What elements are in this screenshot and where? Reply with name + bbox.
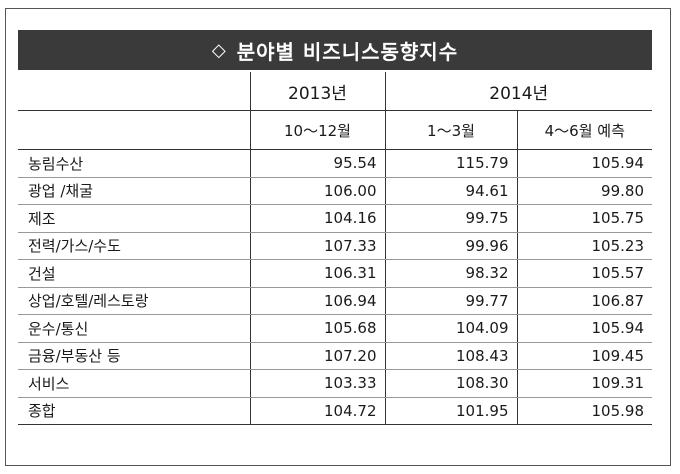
period-jan-mar-header: 1～3월 — [384, 110, 517, 150]
sector-name-cell: 운수/통신 — [18, 314, 250, 343]
hollow-diamond-icon: ◇ — [211, 39, 227, 61]
table-row: 서비스 103.33 108.30 109.31 — [18, 369, 652, 398]
value-2013-oct-dec-cell: 104.16 — [249, 204, 385, 233]
value-2014-jan-mar-cell: 98.32 — [384, 259, 517, 288]
sector-name-cell: 상업/호텔/레스토랑 — [18, 287, 250, 315]
table-row: 제조 104.16 99.75 105.75 — [18, 204, 652, 233]
header-corner-2 — [18, 110, 250, 150]
value-2013-oct-dec-cell: 106.31 — [249, 259, 385, 288]
year-2014-header: 2014년 — [384, 72, 652, 111]
table-title-bar: ◇ 분야별 비즈니스동향지수 — [18, 30, 652, 70]
value-2014-apr-jun-forecast-cell: 109.45 — [516, 342, 652, 370]
value-2014-apr-jun-forecast-cell: 105.75 — [516, 204, 652, 233]
value-2014-apr-jun-forecast-cell: 99.80 — [516, 177, 652, 205]
value-2014-jan-mar-cell: 99.77 — [384, 287, 517, 315]
table-row: 농림수산 95.54 115.79 105.94 — [18, 149, 652, 178]
value-2014-apr-jun-forecast-cell: 105.94 — [516, 314, 652, 343]
value-2014-jan-mar-cell: 101.95 — [384, 397, 517, 425]
sector-name-cell: 금융/부동산 등 — [18, 342, 250, 370]
table-row: 상업/호텔/레스토랑 106.94 99.77 106.87 — [18, 287, 652, 315]
value-2013-oct-dec-cell: 106.00 — [249, 177, 385, 205]
value-2014-jan-mar-cell: 94.61 — [384, 177, 517, 205]
value-2013-oct-dec-cell: 104.72 — [249, 397, 385, 425]
sector-name-cell: 건설 — [18, 259, 250, 288]
value-2014-jan-mar-cell: 108.30 — [384, 369, 517, 398]
value-2014-apr-jun-forecast-cell: 105.23 — [516, 232, 652, 260]
value-2014-apr-jun-forecast-cell: 105.98 — [516, 397, 652, 425]
sector-name-cell: 광업 /채굴 — [18, 177, 250, 205]
table-row: 운수/통신 105.68 104.09 105.94 — [18, 314, 652, 343]
table-row: 광업 /채굴 106.00 94.61 99.80 — [18, 177, 652, 205]
business-index-table: 2013년 2014년 10～12월 1～3월 4～6월 예측 농림수산 95.5… — [18, 72, 652, 425]
value-2014-jan-mar-cell: 115.79 — [384, 149, 517, 178]
table-body: 농림수산 95.54 115.79 105.94 광업 /채굴 106.00 94.61 99… — [18, 149, 652, 425]
value-2014-jan-mar-cell: 99.75 — [384, 204, 517, 233]
value-2014-jan-mar-cell: 99.96 — [384, 232, 517, 260]
period-oct-dec-header: 10～12월 — [249, 110, 385, 150]
sector-name-cell: 전력/가스/수도 — [18, 232, 250, 260]
sector-name-cell: 서비스 — [18, 369, 250, 398]
year-2013-header: 2013년 — [249, 72, 385, 111]
table-row: 전력/가스/수도 107.33 99.96 105.23 — [18, 232, 652, 260]
sector-name-cell: 농림수산 — [18, 149, 250, 178]
value-2013-oct-dec-cell: 105.68 — [249, 314, 385, 343]
table-title: 분야별 비즈니스동향지수 — [236, 39, 459, 64]
year-header-row: 2013년 2014년 — [18, 72, 652, 111]
value-2013-oct-dec-cell: 107.33 — [249, 232, 385, 260]
header-corner — [18, 72, 250, 111]
period-header-row: 10～12월 1～3월 4～6월 예측 — [18, 110, 652, 150]
sector-name-cell: 종합 — [18, 397, 250, 425]
value-2013-oct-dec-cell: 106.94 — [249, 287, 385, 315]
value-2014-jan-mar-cell: 108.43 — [384, 342, 517, 370]
value-2014-apr-jun-forecast-cell: 105.57 — [516, 259, 652, 288]
period-apr-jun-forecast-header: 4～6월 예측 — [516, 110, 652, 150]
value-2014-apr-jun-forecast-cell: 109.31 — [516, 369, 652, 398]
sector-name-cell: 제조 — [18, 204, 250, 233]
value-2013-oct-dec-cell: 107.20 — [249, 342, 385, 370]
table-row: 건설 106.31 98.32 105.57 — [18, 259, 652, 288]
value-2014-apr-jun-forecast-cell: 106.87 — [516, 287, 652, 315]
value-2013-oct-dec-cell: 103.33 — [249, 369, 385, 398]
table-row: 종합 104.72 101.95 105.98 — [18, 397, 652, 425]
value-2013-oct-dec-cell: 95.54 — [249, 149, 385, 178]
value-2014-apr-jun-forecast-cell: 105.94 — [516, 149, 652, 178]
table-row: 금융/부동산 등 107.20 108.43 109.45 — [18, 342, 652, 370]
value-2014-jan-mar-cell: 104.09 — [384, 314, 517, 343]
